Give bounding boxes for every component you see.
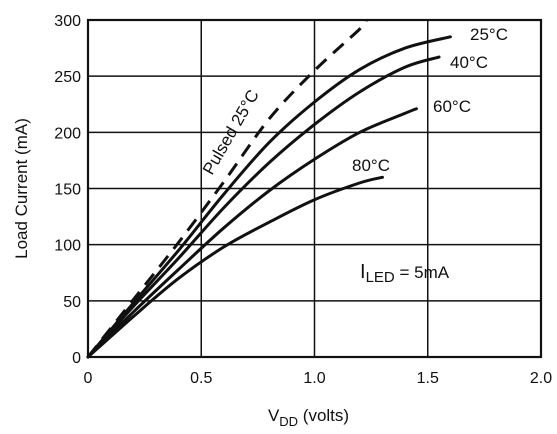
y-tick-label: 150 (54, 182, 81, 199)
x-tick-label: 0.5 (190, 370, 212, 387)
series-layer (86, 19, 452, 359)
x-axis-label-suffix: (volts) (298, 406, 349, 425)
y-axis-label: Load Current (mA) (12, 118, 31, 259)
series-40c-label: 40°C (450, 53, 488, 72)
x-tick-label: 1.5 (417, 370, 439, 387)
y-tick-label: 0 (72, 350, 81, 367)
y-tick-label: 300 (54, 13, 81, 30)
series-80c-curve (86, 175, 384, 359)
led-current-suffix: = 5mA (395, 263, 450, 282)
plot-frame (86, 18, 543, 359)
series-25c-curve (86, 35, 452, 359)
series-60c-label: 60°C (433, 97, 471, 116)
series-40c-curve (86, 55, 441, 359)
x-axis-label-main: V (268, 406, 280, 425)
led-current-annotation: ILED = 5mA (360, 261, 450, 286)
pulsed-25c-curve (86, 19, 368, 358)
series-80c-label: 80°C (352, 156, 390, 175)
y-tick-label: 200 (54, 125, 81, 142)
x-axis-label-subscript: DD (279, 414, 298, 429)
y-tick-label: 100 (54, 238, 81, 255)
led-current-subscript: LED (366, 269, 395, 286)
x-tick-label: 0 (84, 370, 93, 387)
series-60c-curve (86, 107, 418, 359)
x-axis-label: VDD (volts) (268, 406, 349, 429)
led-current-main: I (360, 261, 366, 283)
x-tick-label: 2.0 (530, 370, 552, 387)
y-tick-label: 50 (63, 294, 81, 311)
axes-layer: 0 0.5 1.0 1.5 2.0 0 50 100 150 200 250 300 (54, 13, 552, 387)
y-tick-label: 250 (54, 69, 81, 86)
x-tick-label: 1.0 (303, 370, 325, 387)
series-25c-label: 25°C (470, 25, 508, 44)
